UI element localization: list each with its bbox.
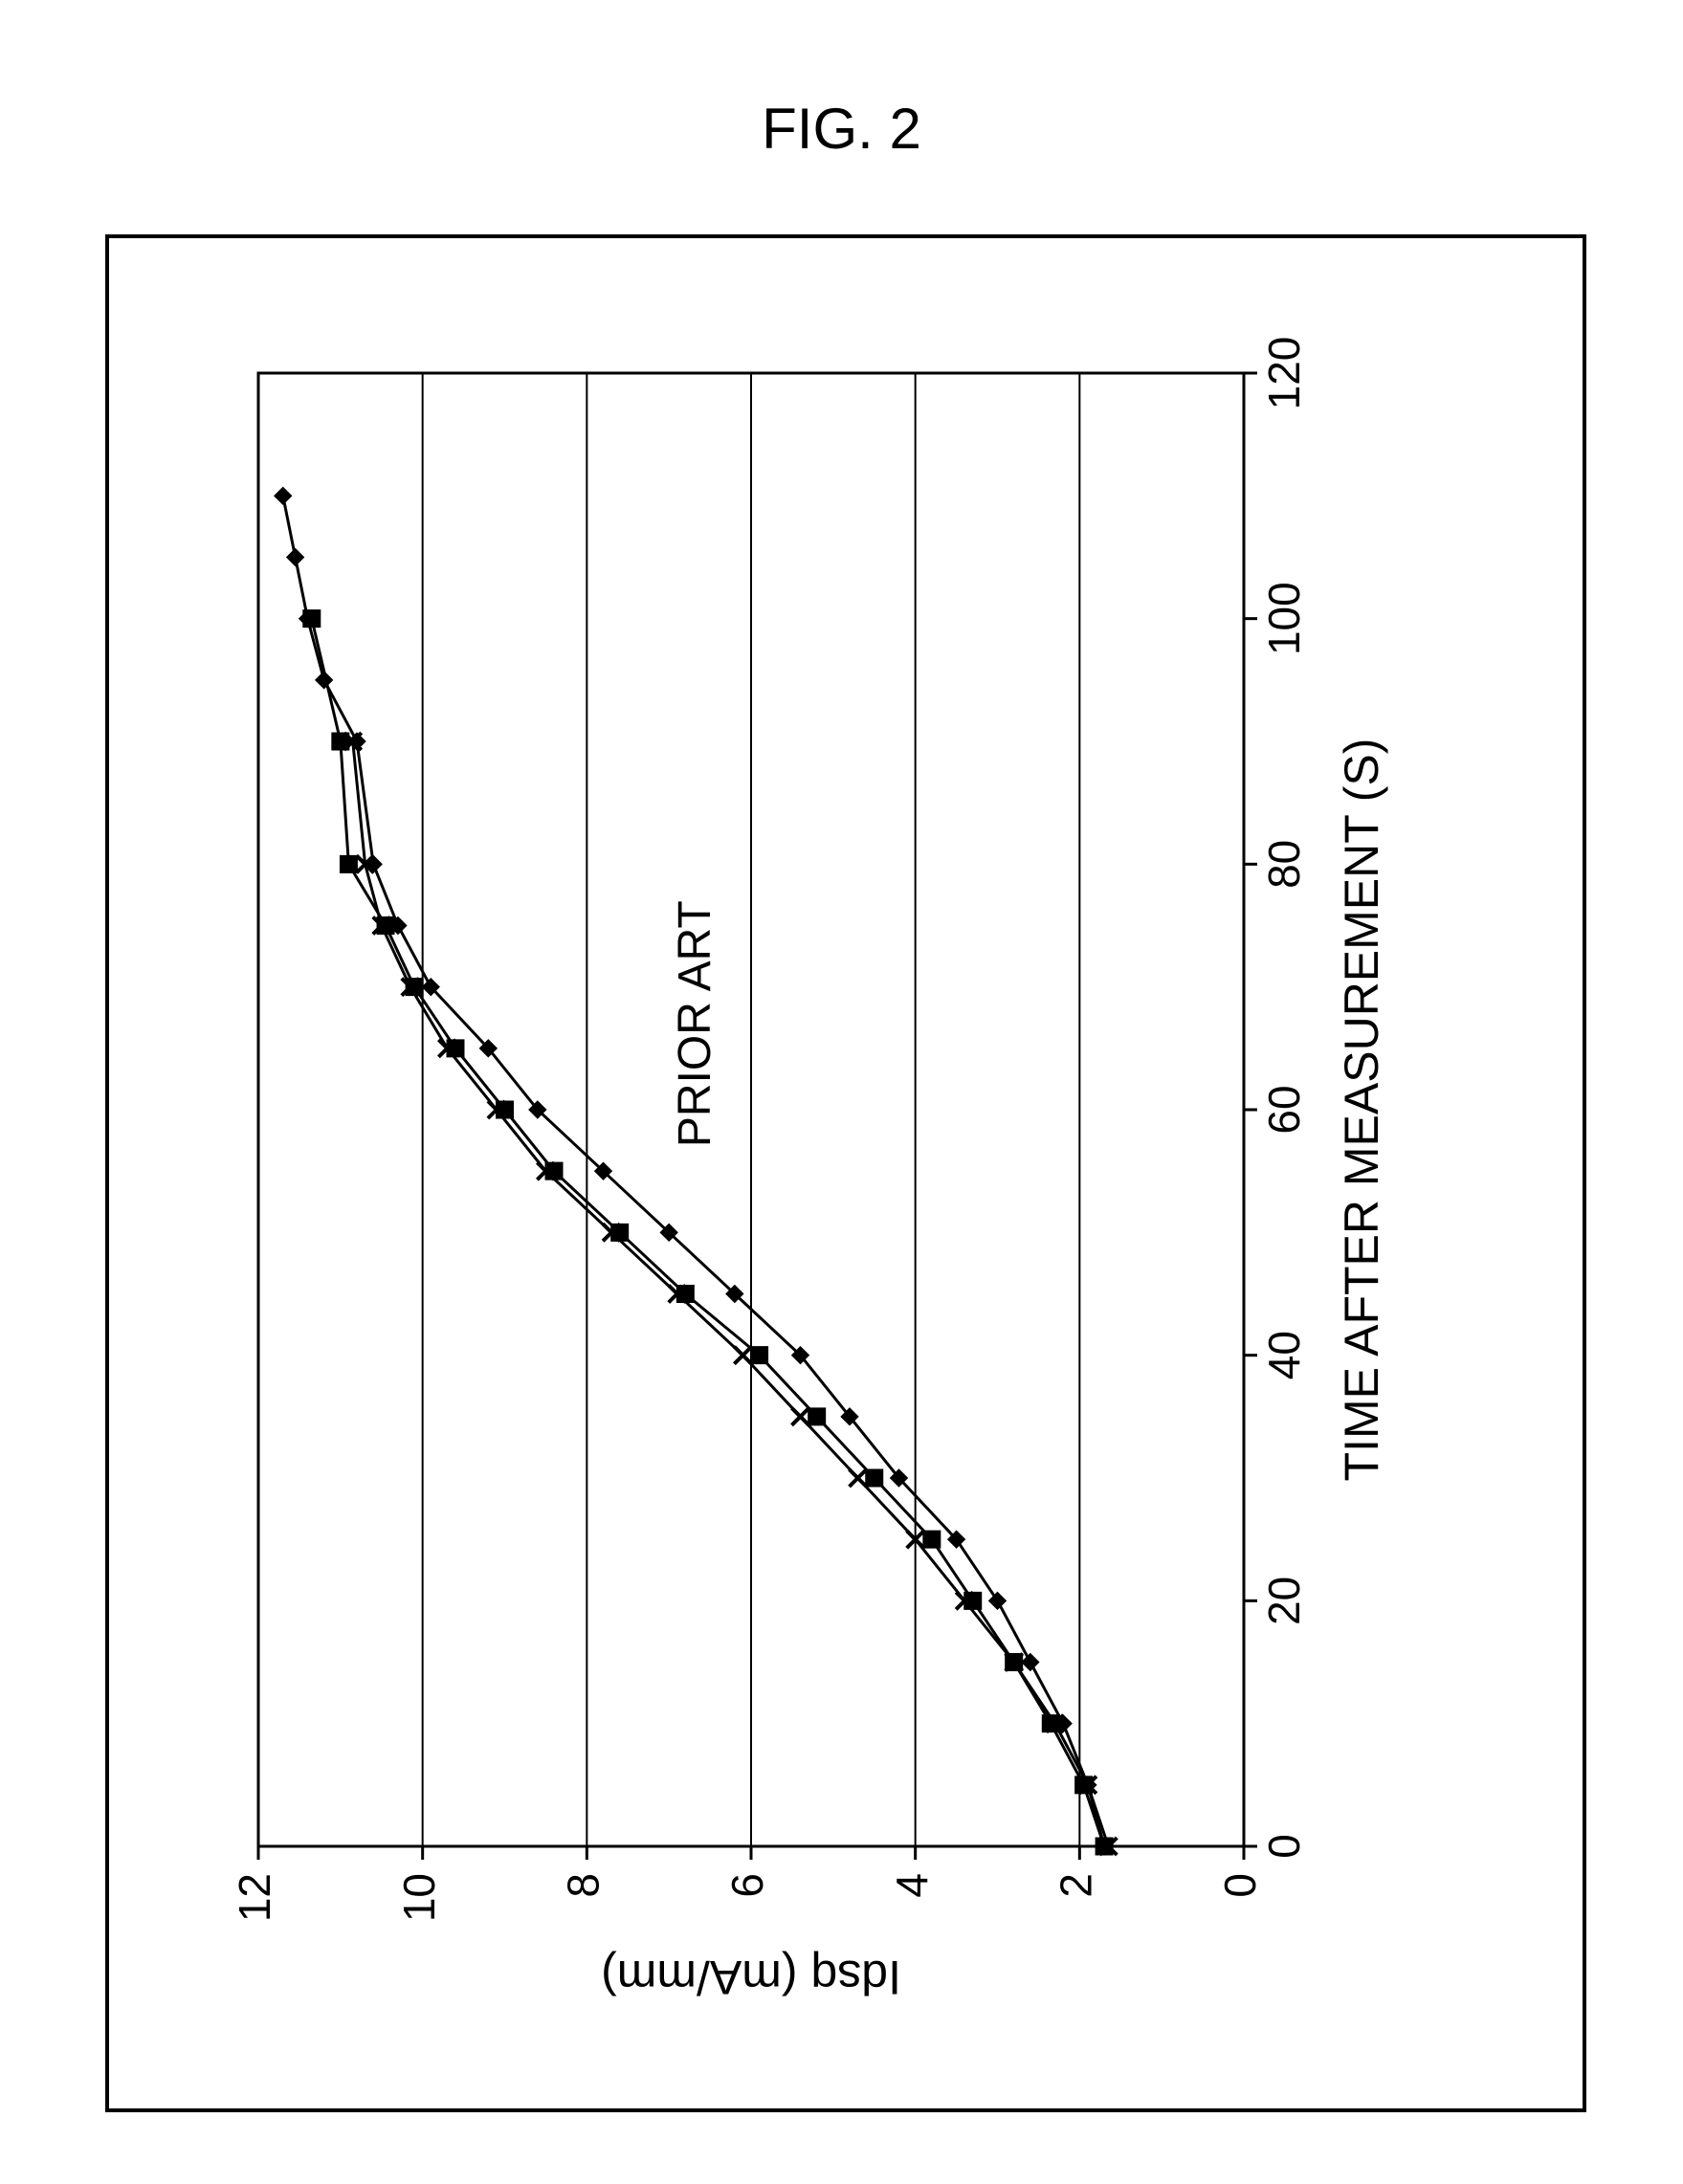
tick-label-y: 6: [722, 1873, 772, 1898]
x-axis-label: TIME AFTER MEASUREMENT (S): [1335, 739, 1388, 1482]
tick-label-y: 0: [1215, 1873, 1265, 1898]
chart-svg-wrap: 024681012020406080100120TIME AFTER MEASU…: [220, 306, 1493, 2019]
marker-square: [751, 1347, 768, 1364]
marker-square: [923, 1531, 941, 1548]
figure-title: FIG. 2: [762, 96, 921, 162]
marker-square: [808, 1408, 826, 1425]
tick-label-y: 8: [558, 1873, 608, 1898]
tick-label-y: 2: [1051, 1873, 1100, 1898]
chart-rotated-group: 024681012020406080100120TIME AFTER MEASU…: [230, 337, 1388, 2004]
tick-label-x: 120: [1259, 337, 1309, 410]
marker-square: [866, 1469, 883, 1487]
annotation-prior-art: PRIOR ART: [670, 900, 720, 1147]
tick-label-y: 4: [887, 1873, 937, 1898]
tick-label-x: 40: [1259, 1331, 1309, 1379]
chart-svg: 024681012020406080100120TIME AFTER MEASU…: [220, 306, 1493, 2019]
tick-label-x: 60: [1259, 1085, 1309, 1134]
marker-square: [340, 855, 357, 872]
tick-label-x: 100: [1259, 582, 1309, 655]
y-axis-label: Idsq (mA/mm): [601, 1951, 901, 2004]
tick-label-x: 80: [1259, 840, 1309, 889]
tick-label-y: 12: [230, 1873, 279, 1922]
page: FIG. 2 024681012020406080100120TIME AFTE…: [0, 0, 1683, 2184]
tick-label-x: 0: [1259, 1834, 1309, 1859]
tick-label-y: 10: [394, 1873, 444, 1922]
marker-square: [303, 610, 321, 628]
tick-label-x: 20: [1259, 1577, 1309, 1625]
